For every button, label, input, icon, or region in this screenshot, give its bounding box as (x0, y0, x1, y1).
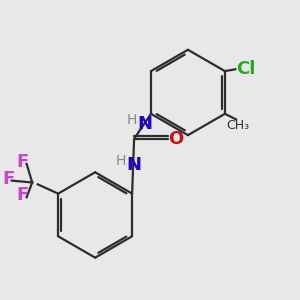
Text: F: F (17, 153, 29, 171)
Text: N: N (137, 116, 152, 134)
Text: F: F (17, 187, 29, 205)
Text: CH₃: CH₃ (226, 119, 250, 132)
Text: O: O (168, 130, 183, 148)
Text: F: F (2, 170, 14, 188)
Text: H: H (116, 154, 126, 168)
Text: N: N (126, 157, 141, 175)
Text: H: H (127, 113, 137, 127)
Text: Cl: Cl (236, 60, 255, 78)
